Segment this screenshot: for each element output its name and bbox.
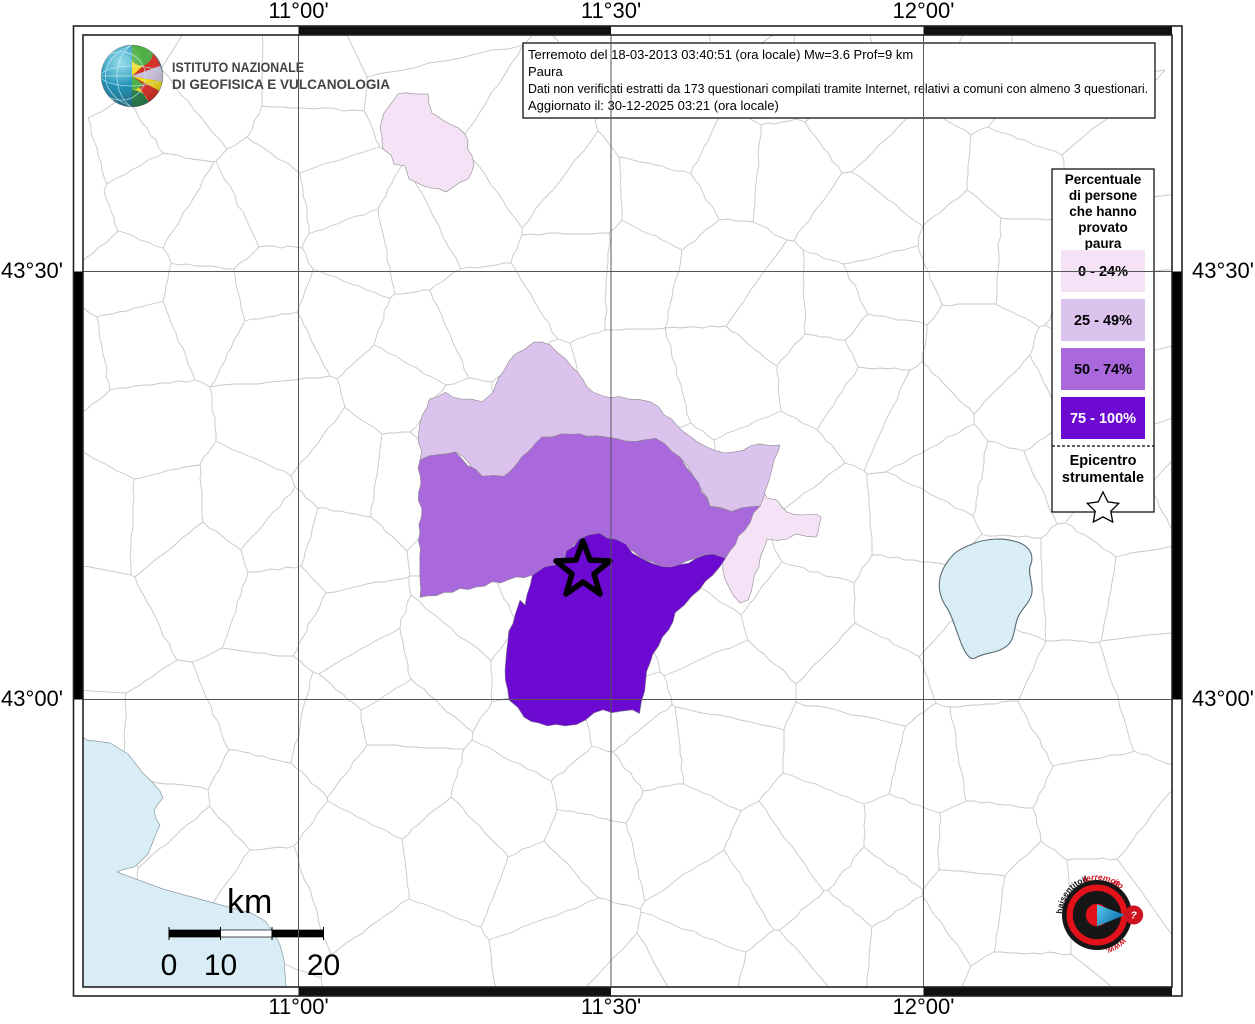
svg-text:Aggiornato il: 30-12-2025 03:2: Aggiornato il: 30-12-2025 03:21 (ora loc… bbox=[528, 98, 779, 113]
svg-text:paura: paura bbox=[1085, 236, 1122, 251]
svg-text:Epicentro: Epicentro bbox=[1070, 453, 1137, 469]
svg-text:50 - 74%: 50 - 74% bbox=[1074, 362, 1132, 378]
svg-text:?: ? bbox=[1131, 910, 1138, 922]
svg-text:43°00': 43°00' bbox=[1, 686, 63, 711]
svg-text:Paura: Paura bbox=[528, 64, 563, 79]
svg-text:Percentuale: Percentuale bbox=[1065, 172, 1142, 187]
svg-text:strumentale: strumentale bbox=[1062, 470, 1144, 486]
svg-text:11°30': 11°30' bbox=[581, 0, 641, 23]
svg-text:0: 0 bbox=[161, 949, 178, 982]
svg-text:11°00': 11°00' bbox=[268, 0, 328, 23]
svg-text:12°00': 12°00' bbox=[893, 994, 955, 1019]
svg-text:43°30': 43°30' bbox=[1192, 258, 1254, 283]
svg-text:10: 10 bbox=[204, 949, 237, 982]
svg-text:Dati non verificati estratti d: Dati non verificati estratti da 173 ques… bbox=[528, 81, 1148, 96]
svg-text:12°00': 12°00' bbox=[893, 0, 955, 23]
svg-text:43°00': 43°00' bbox=[1192, 686, 1254, 711]
svg-text:ISTITUTO NAZIONALE: ISTITUTO NAZIONALE bbox=[172, 59, 304, 75]
svg-text:20: 20 bbox=[307, 949, 340, 982]
svg-text:11°00': 11°00' bbox=[268, 994, 328, 1019]
svg-text:43°30': 43°30' bbox=[1, 258, 63, 283]
svg-text:25 - 49%: 25 - 49% bbox=[1074, 313, 1132, 329]
svg-text:provato: provato bbox=[1078, 220, 1128, 235]
svg-text:DI GEOFISICA E VULCANOLOGIA: DI GEOFISICA E VULCANOLOGIA bbox=[172, 76, 390, 92]
svg-text:75 - 100%: 75 - 100% bbox=[1070, 411, 1136, 427]
svg-text:che hanno: che hanno bbox=[1069, 204, 1137, 219]
svg-text:km: km bbox=[227, 883, 272, 921]
svg-text:di persone: di persone bbox=[1069, 188, 1138, 203]
svg-text:Terremoto del 18-03-2013 03:40: Terremoto del 18-03-2013 03:40:51 (ora l… bbox=[528, 47, 913, 62]
svg-text:11°30': 11°30' bbox=[581, 994, 641, 1019]
